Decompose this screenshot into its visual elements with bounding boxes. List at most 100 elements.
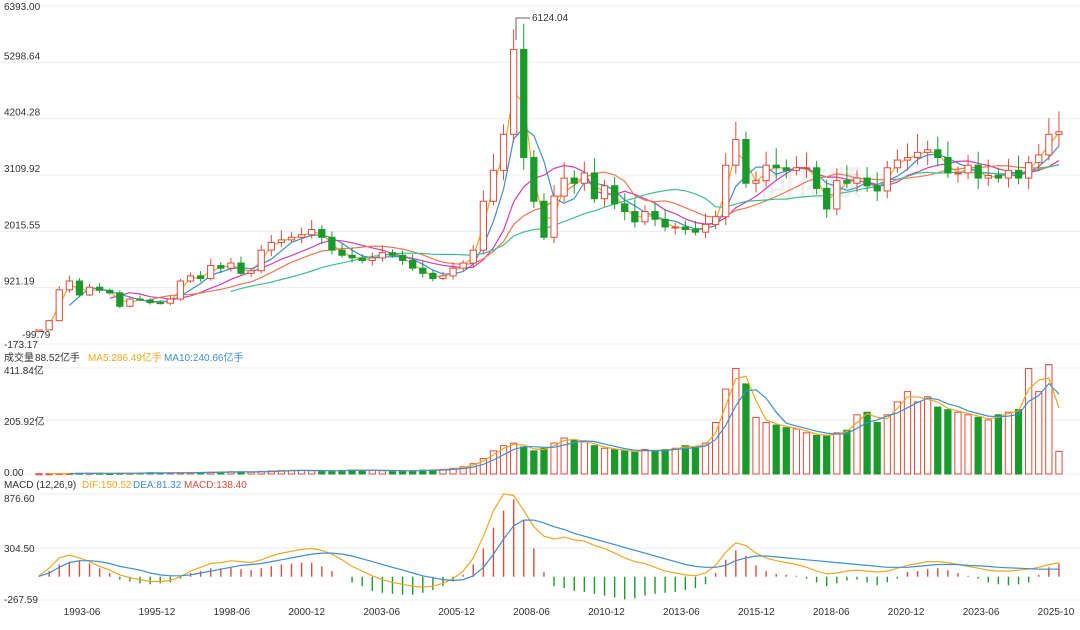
candle-body — [358, 257, 366, 261]
candle-body — [449, 267, 457, 277]
volume-bar — [954, 411, 962, 475]
x-axis: 1993-06 1995-12 1998-06 2000-12 2003-06 2005-… — [64, 607, 1075, 618]
volume-bar — [510, 442, 518, 475]
candle-body — [1014, 169, 1023, 179]
volume-bar — [711, 422, 720, 475]
candle-body — [277, 239, 286, 243]
candle-body — [1025, 162, 1033, 179]
dea-line — [38, 519, 1060, 582]
volume-bar — [944, 409, 952, 475]
candle-body — [863, 177, 871, 187]
candle-body — [297, 234, 306, 238]
volume-bar — [1025, 367, 1033, 475]
price-axis: 6393.00 5298.64 4204.28 3109.92 2015.55 921.1… — [4, 2, 41, 351]
candle-body — [732, 138, 740, 166]
price-tick-label: 2015.55 — [4, 220, 41, 231]
volume-bar — [671, 447, 679, 475]
macd-axis: 876.60 304.50 -267.59 — [4, 494, 38, 606]
ma10-line — [68, 127, 1060, 306]
candle-body — [964, 164, 972, 174]
volume-bars — [35, 364, 1063, 476]
volume-bar — [308, 470, 316, 475]
volume-ma10-label: MA10:240.66亿手 — [164, 351, 244, 364]
candlesticks — [35, 23, 1063, 332]
volume-bar — [792, 428, 801, 475]
volume-bar — [600, 447, 609, 475]
volume-bar — [489, 450, 498, 475]
volume-bar — [934, 406, 942, 475]
candle-body — [409, 259, 417, 269]
candle-body — [55, 289, 63, 322]
x-tick-label: 1995-12 — [139, 607, 176, 618]
x-tick-label: 2018-06 — [813, 607, 850, 618]
volume-bar — [812, 434, 821, 475]
volume-bar — [762, 422, 770, 475]
price-tick-label: 4204.28 — [4, 108, 41, 119]
candle-body — [166, 298, 174, 304]
candle-body — [338, 249, 346, 256]
volume-bar — [469, 463, 477, 475]
candle-body — [924, 149, 932, 153]
candle-body — [308, 229, 316, 236]
high-label: 6124.04 — [532, 13, 569, 24]
volume-bar — [651, 450, 659, 475]
candle-body — [540, 200, 548, 238]
candle-body — [186, 275, 195, 282]
candle-body — [974, 164, 982, 179]
volume-bar — [1004, 411, 1013, 475]
price-tick-label: 6393.00 — [4, 2, 41, 13]
x-tick-label: 2025-10 — [1038, 607, 1075, 618]
macd-tick-label: 876.60 — [4, 494, 35, 505]
volume-ma10-line — [69, 382, 1060, 475]
candle-body — [520, 48, 528, 158]
candle-body — [843, 180, 851, 184]
x-tick-label: 2003-06 — [363, 607, 400, 618]
candle-body — [681, 226, 689, 231]
volume-bar — [530, 450, 538, 475]
candle-body — [207, 265, 215, 279]
candle-body — [621, 203, 629, 213]
candle-body — [85, 286, 94, 296]
candle-body — [944, 156, 952, 174]
candle-body — [267, 241, 275, 251]
candle-body — [661, 218, 669, 228]
candle-body — [742, 138, 750, 184]
price-annotations: 6124.04 -99.79 — [22, 13, 569, 341]
low-label: -99.79 — [22, 330, 51, 341]
candle-body — [833, 180, 841, 210]
volume-bar — [701, 442, 710, 475]
dif-line — [38, 493, 1060, 588]
macd-header: MACD (12,26,9) DIF:150.52 DEA:81.32 MACD… — [4, 480, 247, 491]
volume-tick-label: 0.00 — [4, 468, 24, 479]
candle-body — [611, 185, 619, 205]
candle-body — [247, 270, 255, 274]
volume-header: 成交量 88.52亿手 MA5:286.49亿手 MA10:240.66亿手 — [4, 351, 244, 364]
candle-body — [136, 298, 144, 301]
candle-body — [439, 275, 447, 279]
candle-body — [196, 275, 205, 279]
volume-bar — [903, 391, 912, 475]
price-tick-label: 3109.92 — [4, 164, 41, 175]
ma30-line — [149, 164, 1060, 301]
volume-bar — [994, 414, 1002, 475]
candle-body — [96, 286, 104, 291]
candle-body — [853, 177, 861, 184]
candle-body — [792, 167, 801, 171]
volume-bar — [853, 414, 861, 475]
volume-bar — [823, 434, 831, 475]
candle-body — [580, 172, 588, 184]
x-tick-label: 2008-06 — [513, 607, 550, 618]
volume-bar — [681, 445, 689, 475]
volume-bar — [782, 427, 790, 475]
volume-tick-label: 205.92亿 — [4, 415, 45, 428]
volume-bar — [570, 440, 578, 475]
candle-body — [934, 149, 942, 158]
volume-bar — [863, 411, 871, 475]
x-tick-label: 2005-12 — [438, 607, 475, 618]
candle-body — [1035, 154, 1043, 164]
candle-body — [217, 265, 225, 269]
candle-body — [701, 223, 710, 233]
candle-body — [823, 187, 831, 210]
x-tick-label: 2015-12 — [738, 607, 775, 618]
volume-bar — [611, 449, 619, 475]
